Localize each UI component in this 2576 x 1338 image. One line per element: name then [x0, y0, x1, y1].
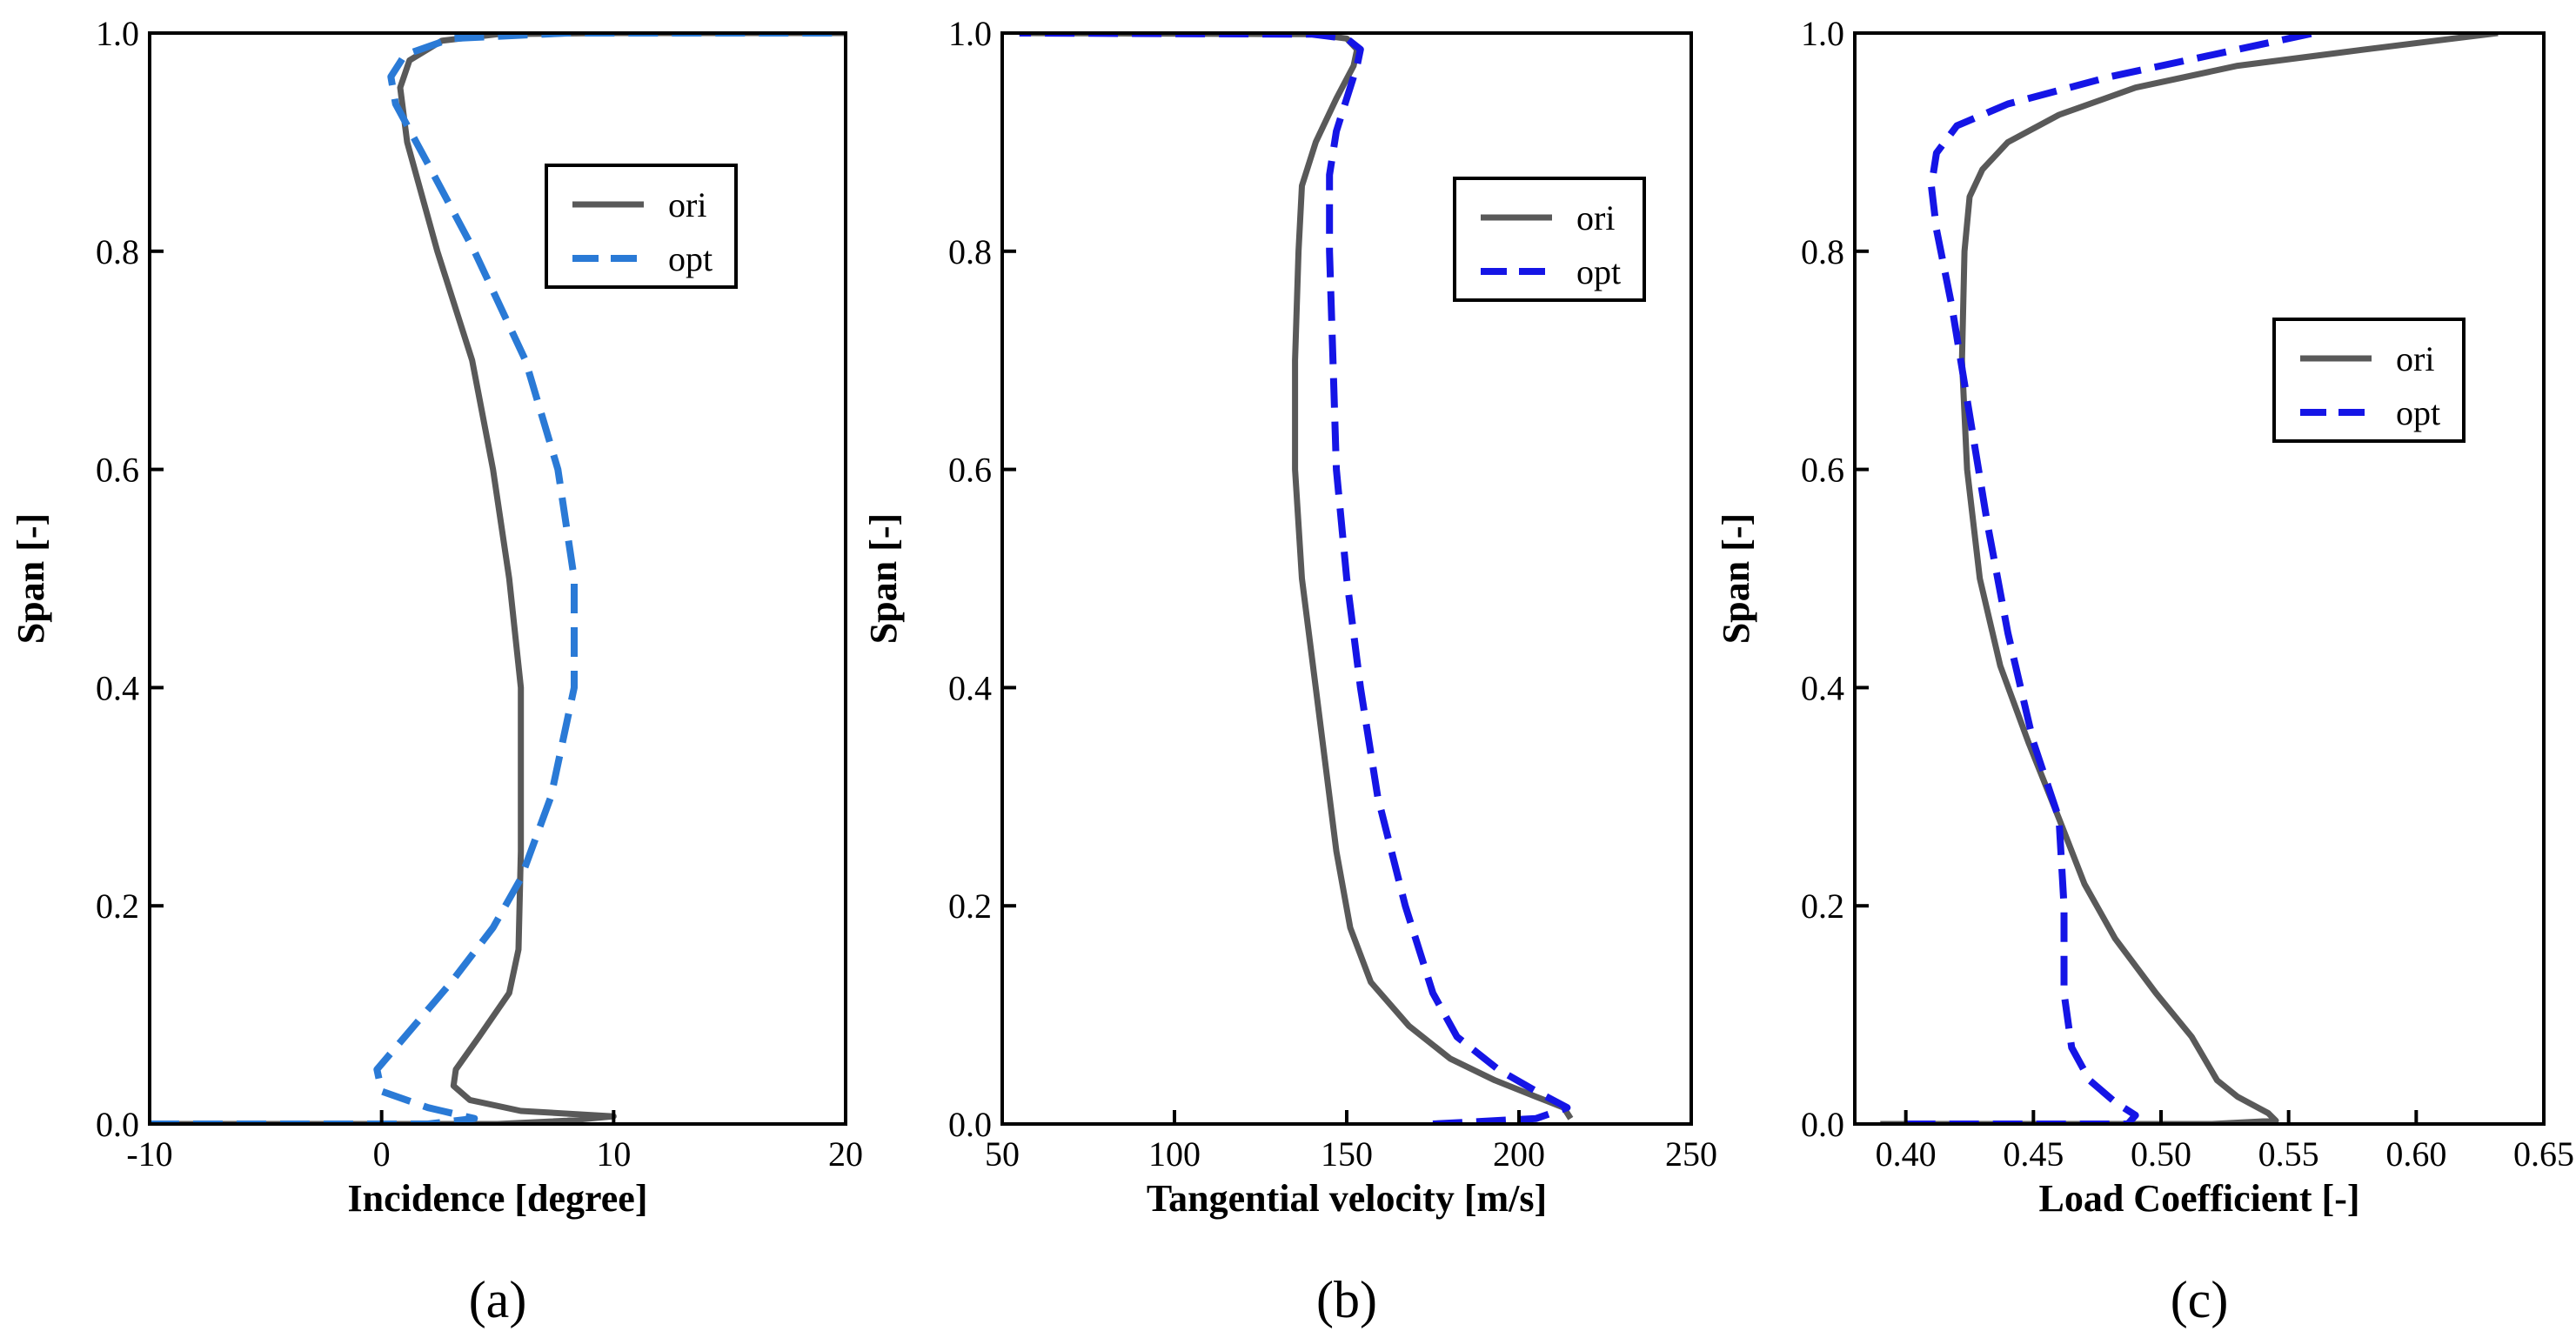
x-tick-label: 0.55	[2258, 1134, 2319, 1174]
x-tick-label: 20	[828, 1134, 863, 1174]
y-tick-label: 1.0	[96, 14, 139, 53]
legend-box	[2272, 318, 2466, 443]
legend-label-opt: opt	[2396, 393, 2440, 432]
series-line-ori	[150, 33, 846, 1124]
legend-label-ori: ori	[1576, 198, 1615, 237]
y-tick-label: 0.8	[948, 232, 992, 271]
legend-label-ori: ori	[668, 185, 706, 224]
x-tick-label: 100	[1148, 1134, 1201, 1174]
y-axis-title: Span [-]	[1715, 513, 1757, 644]
y-tick-label: 0.6	[96, 451, 139, 490]
panel-label: (b)	[1316, 1271, 1377, 1328]
x-axis-title: Tangential velocity [m/s]	[1147, 1177, 1547, 1220]
panel-label: (a)	[469, 1271, 527, 1328]
y-tick-label: 0.4	[948, 668, 992, 707]
y-tick-label: 0.2	[948, 886, 992, 926]
x-tick-label: -10	[126, 1134, 172, 1174]
panel-label: (c)	[2171, 1271, 2229, 1328]
legend-box	[545, 164, 738, 289]
legend-label-opt: opt	[668, 239, 713, 278]
plot-frame	[1853, 31, 2546, 1126]
legend-label-ori: ori	[2396, 339, 2434, 378]
x-tick-label: 150	[1321, 1134, 1373, 1174]
y-tick-label: 0.0	[96, 1105, 139, 1144]
series-line-opt	[1905, 33, 2315, 1124]
y-tick-label: 1.0	[948, 14, 992, 53]
x-tick-label: 0.45	[2003, 1134, 2064, 1174]
series-line-opt	[1019, 33, 1571, 1124]
x-tick-label: 200	[1493, 1134, 1545, 1174]
legend: ori opt	[1453, 177, 1646, 302]
series-line-opt	[150, 33, 846, 1124]
y-tick-label: 0.2	[96, 886, 139, 926]
y-tick-label: 0.4	[96, 668, 139, 707]
y-tick-label: 0.6	[1801, 451, 1844, 490]
x-axis-title: Load Coefficient [-]	[2038, 1177, 2359, 1220]
y-tick-label: 0.4	[1801, 668, 1844, 707]
x-tick-label: 250	[1665, 1134, 1717, 1174]
legend-box	[1453, 177, 1646, 302]
x-tick-label: 0.60	[2385, 1134, 2446, 1174]
chart-panel-3: 0.40 0.45 0.50 0.55 0.60 0.65 0.0 0.2 0.4 0.6 0.8 1…	[1715, 14, 2574, 1328]
y-tick-label: 0.0	[948, 1105, 992, 1144]
legend: ori opt	[545, 164, 738, 289]
series-line-ori	[1880, 33, 2499, 1124]
x-tick-label: 0.50	[2131, 1134, 2191, 1174]
y-tick-label: 1.0	[1801, 14, 1844, 53]
x-axis-title: Incidence [degree]	[348, 1177, 648, 1220]
y-tick-label: 0.6	[948, 451, 992, 490]
x-tick-label: 10	[596, 1134, 631, 1174]
y-tick-label: 0.8	[96, 232, 139, 271]
y-axis-title: Span [-]	[862, 513, 905, 644]
chart-panel-2: 50 100 150 200 250 0.0 0.2 0.4 0.6 0.8 1.0 Tangenti…	[862, 14, 1717, 1328]
y-tick-label: 0.2	[1801, 886, 1844, 926]
x-tick-label: 0.40	[1876, 1134, 1937, 1174]
x-tick-label: 50	[985, 1134, 1020, 1174]
y-tick-label: 0.8	[1801, 232, 1844, 271]
y-tick-label: 0.0	[1801, 1105, 1844, 1144]
chart-panel-1: -10 0 10 20 0.0 0.2 0.4 0.6 0.8 1.0 Incidence [deg…	[10, 14, 863, 1328]
legend: ori opt	[2272, 318, 2466, 443]
plot-frame	[148, 31, 847, 1126]
x-tick-label: 0.65	[2513, 1134, 2574, 1174]
x-tick-label: 0	[373, 1134, 391, 1174]
legend-label-opt: opt	[1576, 252, 1621, 291]
y-axis-title: Span [-]	[10, 513, 52, 644]
